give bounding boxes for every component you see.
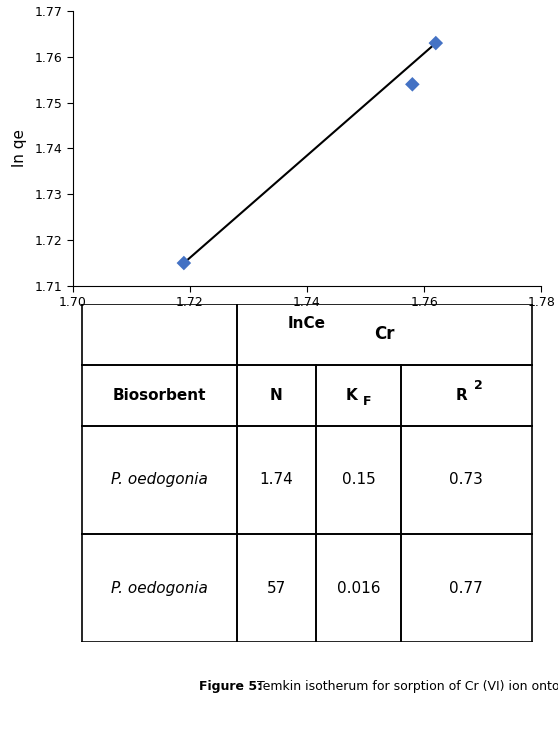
Text: Temkin isotherum for sorption of Cr (VI) ion onto.: Temkin isotherum for sorption of Cr (VI)… xyxy=(253,679,558,693)
Text: Figure 5:: Figure 5: xyxy=(199,679,262,693)
Text: N: N xyxy=(270,388,283,402)
Text: P. oedogonia: P. oedogonia xyxy=(111,581,208,596)
Point xyxy=(431,37,440,49)
Text: 0.15: 0.15 xyxy=(341,472,376,487)
Text: P. oedogonia: P. oedogonia xyxy=(111,472,208,487)
Text: F: F xyxy=(363,395,371,408)
Point xyxy=(408,78,417,90)
Text: R: R xyxy=(456,388,468,402)
Y-axis label: ln qe: ln qe xyxy=(12,130,27,167)
Text: 0.73: 0.73 xyxy=(449,472,483,487)
X-axis label: InCe: InCe xyxy=(288,317,326,331)
Text: Cr: Cr xyxy=(374,325,395,343)
Text: 1.74: 1.74 xyxy=(259,472,294,487)
Text: 0.016: 0.016 xyxy=(336,581,380,596)
Text: 57: 57 xyxy=(267,581,286,596)
Text: 0.77: 0.77 xyxy=(449,581,483,596)
Point xyxy=(180,257,189,269)
Text: 2: 2 xyxy=(474,379,482,392)
Text: Biosorbent: Biosorbent xyxy=(113,388,206,402)
Text: K: K xyxy=(345,388,357,402)
